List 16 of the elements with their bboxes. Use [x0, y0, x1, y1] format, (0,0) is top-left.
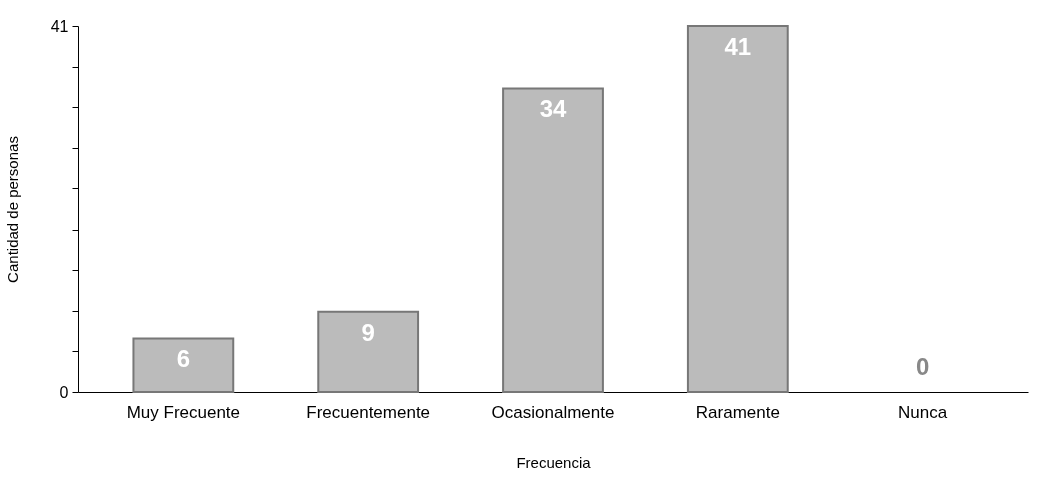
data-label: 34: [539, 95, 567, 123]
data-label: 41: [724, 33, 752, 60]
x-tick-label: Raramente: [695, 402, 780, 422]
data-label: 6: [176, 345, 191, 373]
y-axis-title: Cantidad de personas: [3, 136, 21, 283]
x-tick-label: Nunca: [898, 402, 948, 422]
x-tick-label: Frecuentemente: [306, 402, 431, 422]
data-label: 0: [915, 353, 930, 380]
x-tick-label: Ocasionalmente: [491, 402, 615, 422]
data-label: 9: [361, 318, 375, 346]
x-tick-label: Muy Frecuente: [126, 402, 241, 422]
bar: [132, 337, 235, 393]
bar: [317, 310, 420, 393]
bar: [502, 87, 604, 393]
bar: [686, 25, 789, 393]
x-axis-title: Frecuencia: [516, 453, 592, 471]
